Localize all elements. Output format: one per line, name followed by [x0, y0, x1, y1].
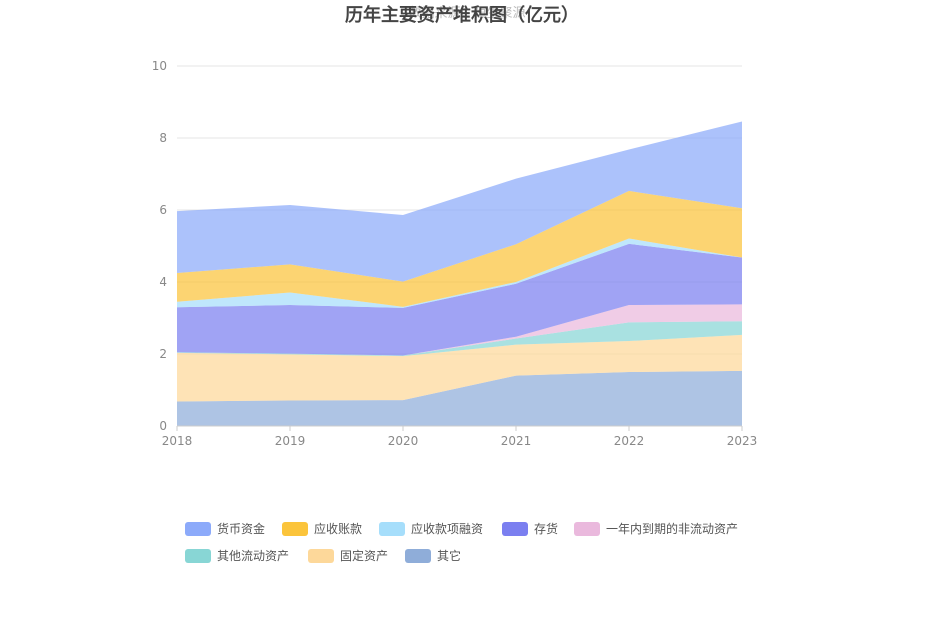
- legend-label: 应收账款: [314, 521, 362, 536]
- area-series-7: [177, 121, 742, 282]
- y-tick-label: 4: [159, 275, 167, 289]
- y-tick-label: 10: [152, 59, 167, 73]
- legend-swatch: [185, 522, 211, 536]
- legend-swatch: [282, 522, 308, 536]
- legend-swatch: [405, 549, 431, 563]
- x-tick-label: 2018: [162, 434, 193, 448]
- area-series-3: [177, 304, 742, 356]
- legend-item[interactable]: 应收账款: [282, 521, 362, 536]
- legend-swatch: [185, 549, 211, 563]
- legend-label: 一年内到期的非流动资产: [606, 521, 738, 536]
- legend-label: 货币资金: [217, 521, 265, 536]
- legend-item[interactable]: 一年内到期的非流动资产: [574, 521, 738, 536]
- legend-label: 其他流动资产: [217, 549, 289, 563]
- legend-label: 其它: [437, 548, 461, 563]
- legend-swatch: [502, 522, 528, 536]
- legend-swatch: [574, 522, 600, 536]
- legend-swatch: [379, 522, 405, 536]
- legend-item[interactable]: 货币资金: [185, 521, 265, 536]
- legend-item[interactable]: 应收款项融资: [379, 521, 483, 536]
- legend-swatch: [308, 549, 334, 563]
- area-series-6: [177, 190, 742, 307]
- x-tick-label: 2021: [501, 434, 532, 448]
- axes: 0 2 4 6 8 10 2018 2019 2020 2021 2022 2023: [152, 59, 758, 448]
- legend-label: 应收款项融资: [411, 521, 483, 536]
- legend-label: 固定资产: [340, 548, 388, 563]
- y-tick-label: 6: [159, 203, 167, 217]
- legend-label: 存货: [534, 521, 558, 536]
- area-series-0: [177, 370, 742, 426]
- x-tick-label: 2019: [275, 434, 306, 448]
- legend-item[interactable]: 其它: [405, 548, 461, 563]
- legend-item[interactable]: 固定资产: [308, 548, 388, 563]
- x-tick-label: 2023: [727, 434, 758, 448]
- y-tick-label: 2: [159, 347, 167, 361]
- y-tick-label: 0: [159, 419, 167, 433]
- legend-item[interactable]: 其他流动资产: [185, 549, 289, 563]
- x-tick-label: 2020: [388, 434, 419, 448]
- area-series: [177, 121, 742, 426]
- area-series-4: [177, 243, 742, 356]
- legend-item[interactable]: 存货: [502, 521, 558, 536]
- area-series-1: [177, 334, 742, 402]
- area-series-2: [177, 321, 742, 357]
- area-series-5: [177, 238, 742, 308]
- chart-title: 历年主要资产堆积图（亿元）: [345, 4, 579, 26]
- watermark-text: 数据来源：恒生聚源: [408, 6, 525, 21]
- x-tick-label: 2022: [614, 434, 645, 448]
- y-tick-label: 8: [159, 131, 167, 145]
